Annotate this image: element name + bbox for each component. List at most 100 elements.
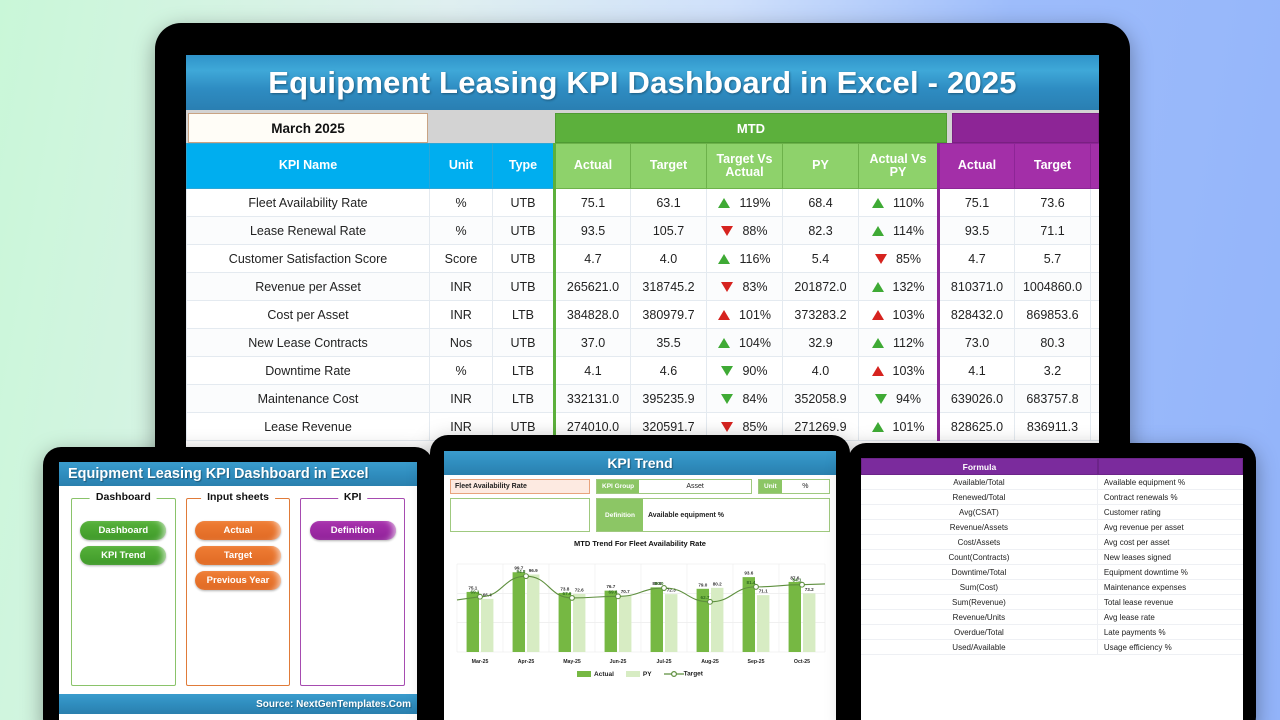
target-point-label: 84.1 [793, 578, 802, 583]
bar-actual-label: 80.8 [652, 581, 661, 586]
x-axis-label: Jul-25 [657, 659, 672, 665]
cell-mtd-actual: 4.7 [553, 244, 631, 273]
formula-table-body: Available/Total Available equipment % Rene… [861, 475, 1243, 655]
bar-actual [604, 590, 617, 652]
kpi-group-field[interactable]: KPI Group Asset [596, 479, 752, 494]
cell-ytd-actual: 4.1 [937, 356, 1015, 385]
definition-col-header[interactable] [1097, 458, 1243, 475]
cell-unit: % [429, 356, 493, 385]
cell-ytd-actual: 93.5 [937, 216, 1015, 245]
col-mtd-target-vs-actual[interactable]: Target Vs Actual [706, 143, 783, 189]
cell-mtd-target-vs-actual-value: 88% [742, 223, 768, 238]
bar-py [757, 595, 770, 652]
kpi-name-chip[interactable]: Fleet Availability Rate [450, 479, 590, 494]
trend-chart-svg: 75.1 66.4 Mar-25 99.7 96.9 Apr-25 73.8 72.6 May-… [456, 563, 826, 665]
cell-mtd-target: 4.0 [630, 244, 707, 273]
cell-ytd-target: 869853.6 [1014, 300, 1091, 329]
nav-button-target[interactable]: Target [195, 546, 281, 565]
cell-ytd-actual: 828625.0 [937, 412, 1015, 441]
cell-kpi-name: Customer Satisfaction Score [186, 244, 430, 273]
cell-unit: INR [429, 272, 493, 301]
formula-col-header[interactable]: Formula [861, 458, 1098, 475]
col-ytd-target[interactable]: Target [1014, 143, 1091, 189]
arrow-up-icon [871, 281, 884, 292]
unit-field[interactable]: Unit % [758, 479, 830, 494]
definition-cell: Avg lease rate [1103, 612, 1155, 622]
col-mtd-actual-vs-py[interactable]: Actual Vs PY [858, 143, 939, 189]
cell-mtd-actual: 332131.0 [553, 384, 631, 413]
cell-kpi-name: New Lease Contracts [186, 328, 430, 357]
cell-mtd-actual-vs-py-value: 103% [892, 363, 925, 378]
cell-mtd-actual-vs-py: 103% [858, 300, 939, 329]
cell-ytd-actual: 828432.0 [937, 300, 1015, 329]
cell-mtd-actual-vs-py: 112% [858, 328, 939, 357]
nav-button-definition[interactable]: Definition [309, 521, 396, 540]
cell-mtd-target-vs-actual: 83% [706, 272, 783, 301]
kpi-group-label: KPI Group [597, 480, 640, 493]
col-type[interactable]: Type [492, 143, 555, 189]
col-mtd-target[interactable]: Target [630, 143, 707, 189]
cell-ytd-actual: 4.7 [937, 244, 1015, 273]
bar-actual [466, 591, 479, 652]
cell-unit: INR [429, 300, 493, 329]
definition-value: Available equipment % [643, 499, 829, 531]
bar-py [711, 587, 724, 652]
cell-mtd-py: 201872.0 [782, 272, 859, 301]
definition-cell: New leases signed [1103, 552, 1171, 562]
col-unit[interactable]: Unit [429, 143, 493, 189]
cell-type: UTB [492, 328, 555, 357]
formula-table-header: Formula [861, 458, 1243, 475]
formula-cell: Sum(Revenue) [861, 595, 1098, 609]
cell-type: LTB [492, 300, 555, 329]
arrow-down-icon [721, 281, 734, 292]
definition-field: Definition Available equipment % [596, 498, 830, 532]
nav-button-dashboard[interactable]: Dashboard [80, 521, 167, 540]
nav-button-previous-year[interactable]: Previous Year [195, 571, 281, 590]
bar-actual-label: 93.6 [744, 571, 753, 576]
mtd-band-label: MTD [555, 113, 947, 143]
col-mtd-py[interactable]: PY [782, 143, 859, 189]
legend-py: PY [625, 671, 652, 678]
col-mtd-actual[interactable]: Actual [553, 143, 631, 189]
cell-mtd-target-vs-actual-value: 104% [739, 335, 771, 350]
chart-legend: Actual PY Target [444, 670, 836, 678]
cell-kpi-name: Fleet Availability Rate [186, 188, 430, 217]
definition-cell: Maintenance expenses [1103, 582, 1187, 592]
cell-mtd-actual-vs-py-value: 101% [892, 419, 925, 434]
cell-mtd-target-vs-actual: 90% [706, 356, 783, 385]
main-tablet-frame: Equipment Leasing KPI Dashboard in Excel… [155, 23, 1130, 508]
formula-cell: Used/Available [861, 640, 1098, 654]
formula-row: Avg(CSAT) Customer rating [861, 505, 1243, 520]
target-point-label: 94.8 [517, 569, 526, 574]
cell-mtd-actual-vs-py-value: 103% [892, 307, 925, 322]
target-point [615, 593, 621, 600]
cell-ytd-target: 80.3 [1014, 328, 1091, 357]
cell-type: LTB [492, 356, 555, 385]
cell-mtd-py: 4.0 [782, 356, 859, 385]
cell-mtd-actual-vs-py: 114% [858, 216, 939, 245]
period-selector[interactable]: March 2025 [188, 113, 428, 143]
formula-row: Sum(Cost) Maintenance expenses [861, 580, 1243, 595]
arrow-up-icon [871, 365, 884, 376]
nav-button-kpi-trend[interactable]: KPI Trend [80, 546, 167, 565]
x-axis-label: Sep-25 [747, 659, 764, 665]
col-kpi-name[interactable]: KPI Name [186, 143, 430, 189]
definition-cell: Customer rating [1103, 507, 1161, 517]
trend-tablet-frame: KPI Trend Fleet Availability Rate KPI Gr… [430, 435, 850, 720]
nav-title: Equipment Leasing KPI Dashboard in Excel [59, 462, 417, 486]
col-mtd-tva-line1: Target Vs [716, 151, 773, 166]
cell-mtd-target-vs-actual-value: 90% [742, 363, 768, 378]
nav-screen: Equipment Leasing KPI Dashboard in Excel… [59, 462, 417, 720]
cell-ytd-clipped [1090, 356, 1099, 385]
table-row: Revenue per Asset INR UTB 265621.0 318745.2 8… [186, 272, 1099, 301]
table-row: New Lease Contracts Nos UTB 37.0 35.5 104% 32.… [186, 328, 1099, 357]
bar-py [481, 598, 494, 652]
bar-py-label: 72.6 [575, 587, 584, 592]
col-ytd-actual[interactable]: Actual [937, 143, 1015, 189]
ytd-band-label [952, 113, 1099, 143]
formula-cell: Available/Total [861, 475, 1098, 489]
blank-input-box[interactable] [450, 498, 590, 532]
col-mtd-avp-line1: Actual Vs [869, 151, 927, 166]
table-row: Maintenance Cost INR LTB 332131.0 395235.9 84… [186, 384, 1099, 413]
nav-button-actual[interactable]: Actual [195, 521, 281, 540]
